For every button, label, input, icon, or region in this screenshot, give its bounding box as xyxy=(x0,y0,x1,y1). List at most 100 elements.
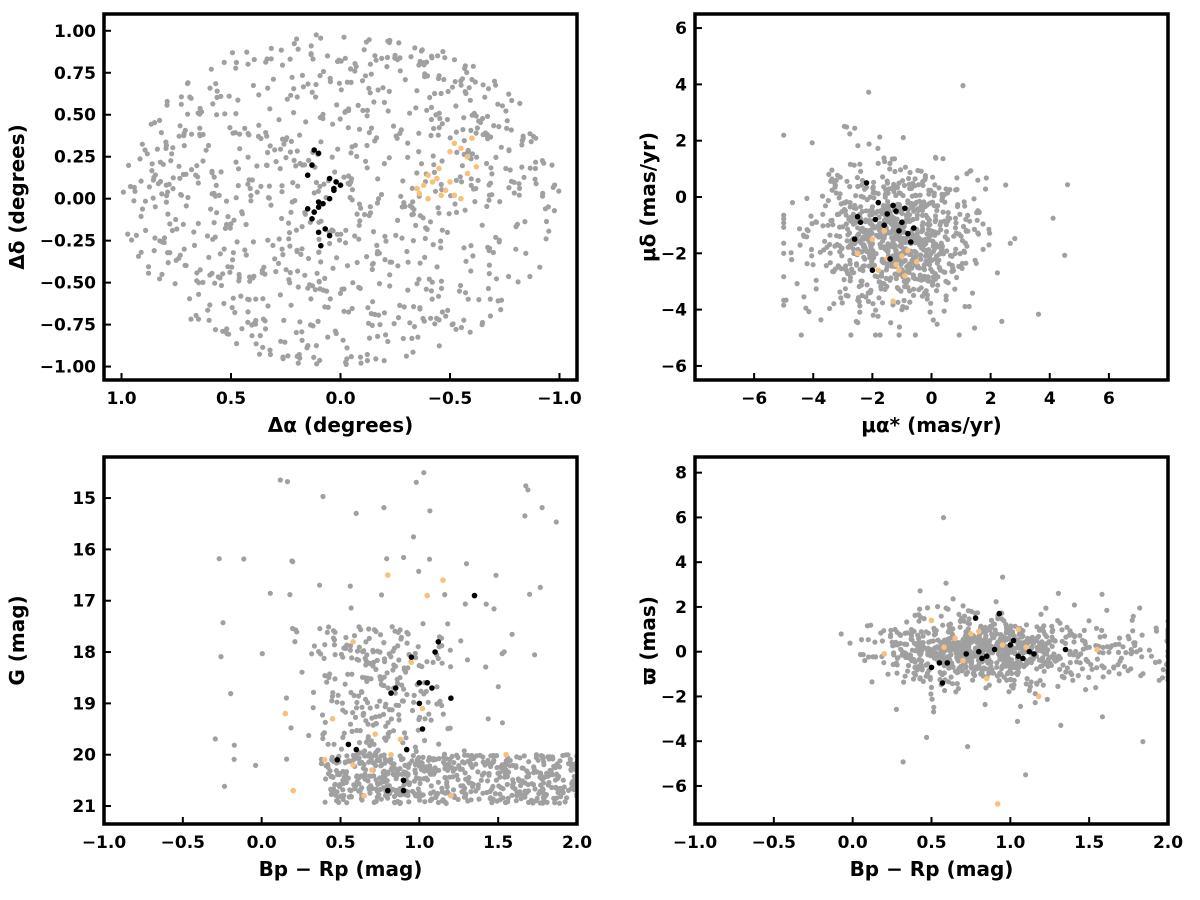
field-point xyxy=(920,220,926,226)
field-point xyxy=(445,88,451,95)
field-point xyxy=(334,255,340,261)
field-point xyxy=(519,164,525,170)
field-point xyxy=(237,131,243,137)
field-point xyxy=(980,642,986,648)
field-point xyxy=(957,251,963,257)
field-point xyxy=(832,266,838,272)
field-point xyxy=(132,188,138,194)
field-point xyxy=(228,221,234,227)
field-point xyxy=(279,183,285,189)
field-point xyxy=(420,315,426,322)
data-point xyxy=(451,140,458,147)
field-point xyxy=(515,279,521,285)
field-point xyxy=(912,332,919,338)
field-point xyxy=(921,265,927,271)
field-point xyxy=(1032,700,1038,706)
field-point xyxy=(344,79,350,85)
field-point xyxy=(411,304,417,310)
field-point xyxy=(864,282,870,288)
field-point xyxy=(354,656,360,662)
field-point xyxy=(470,186,477,192)
background-field xyxy=(838,515,1168,778)
field-point xyxy=(352,68,358,74)
field-point xyxy=(912,612,918,619)
field-point xyxy=(809,140,815,146)
field-point xyxy=(506,91,512,97)
field-point xyxy=(281,141,287,147)
field-point xyxy=(514,221,521,227)
field-point xyxy=(434,264,440,270)
field-point xyxy=(909,193,915,199)
field-point xyxy=(393,232,399,238)
field-point xyxy=(120,189,126,195)
field-point xyxy=(1077,660,1083,666)
field-point xyxy=(407,320,413,326)
data-point xyxy=(361,793,367,799)
field-point xyxy=(926,217,932,223)
field-point xyxy=(924,221,931,227)
field-point xyxy=(1015,637,1021,643)
field-point xyxy=(907,652,913,658)
field-point xyxy=(443,313,449,319)
field-point xyxy=(461,794,467,800)
field-point xyxy=(1123,650,1129,656)
field-point xyxy=(907,169,913,176)
y-axis-label: ϖ (mas) xyxy=(636,596,660,685)
field-point xyxy=(859,292,865,299)
data-point xyxy=(388,690,394,696)
data-point xyxy=(1026,648,1033,655)
field-point xyxy=(289,74,295,80)
data-point xyxy=(979,655,985,662)
data-point xyxy=(408,659,415,666)
field-point xyxy=(129,237,135,243)
field-point xyxy=(456,763,462,769)
field-point xyxy=(416,716,422,723)
field-point xyxy=(930,243,937,249)
field-point xyxy=(457,174,463,180)
field-point xyxy=(423,767,429,773)
field-point xyxy=(399,204,405,210)
field-point xyxy=(957,624,963,630)
field-point xyxy=(950,268,957,274)
field-point xyxy=(830,222,836,228)
field-point xyxy=(1100,674,1106,680)
x-tick-label: 0.5 xyxy=(216,389,246,409)
field-point xyxy=(1153,628,1160,634)
field-point xyxy=(924,292,931,298)
field-point xyxy=(468,268,474,274)
data-point xyxy=(345,741,352,748)
field-point xyxy=(344,345,350,351)
field-point xyxy=(268,202,274,208)
field-point xyxy=(462,290,469,296)
field-point xyxy=(308,51,314,57)
field-point xyxy=(405,771,411,777)
field-point xyxy=(962,633,969,639)
field-point xyxy=(503,799,509,806)
data-point xyxy=(963,651,969,657)
field-point xyxy=(423,225,429,231)
field-point xyxy=(456,288,463,294)
field-point xyxy=(829,167,835,173)
field-point xyxy=(885,203,891,209)
field-point xyxy=(932,631,939,637)
field-point xyxy=(1099,591,1105,597)
field-point xyxy=(294,148,300,154)
data-point xyxy=(1007,642,1014,648)
field-point xyxy=(971,650,977,657)
field-point xyxy=(516,185,523,191)
field-point xyxy=(934,288,940,294)
field-point xyxy=(149,168,155,174)
field-point xyxy=(428,783,434,789)
field-point xyxy=(999,318,1005,324)
field-point xyxy=(267,347,273,353)
field-point xyxy=(352,786,358,792)
field-point xyxy=(486,262,492,268)
field-point xyxy=(284,479,291,485)
field-point xyxy=(242,125,248,131)
field-point xyxy=(267,590,273,596)
field-point xyxy=(266,183,272,189)
field-point xyxy=(1125,633,1131,639)
field-point xyxy=(919,243,925,249)
field-point xyxy=(347,721,354,727)
data-point xyxy=(976,648,982,655)
